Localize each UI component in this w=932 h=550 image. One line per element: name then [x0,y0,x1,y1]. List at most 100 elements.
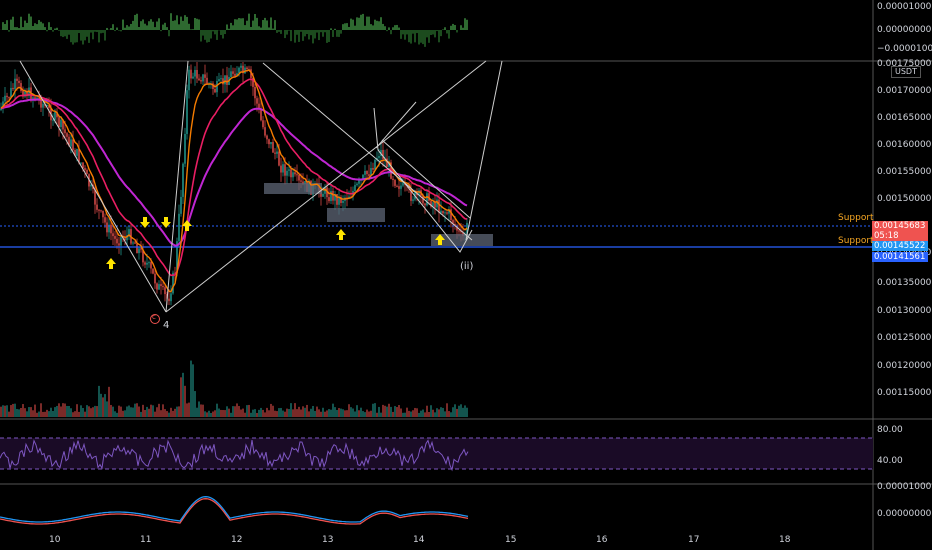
macd-bar [442,29,444,30]
candle-body [270,141,272,145]
support-price-tag-b[interactable]: 0.00141561 [872,252,928,262]
macd-bar [430,30,432,36]
price-axis-label: 0.00175000 [877,59,932,69]
volume-bar [134,403,136,417]
macd-bar [190,29,192,30]
candle-body [276,151,278,154]
volume-bar [12,403,14,417]
price-axis-label: 0.00130000 [877,306,932,316]
volume-bar [274,410,276,417]
macd-bar [164,22,166,30]
candle-body [332,190,334,201]
volume-bar [434,412,436,417]
macd-bar [398,27,400,30]
macd-bar [228,28,230,30]
macd-axis-label-3: −0.00001000 [877,44,932,54]
zone-box-3[interactable] [431,234,493,246]
price-axis-label: 0.00125000 [877,333,932,343]
volume-bar [276,411,278,417]
macd-bar [104,30,106,41]
candle-body [144,262,146,265]
currency-unit-badge[interactable]: USDT [891,66,921,78]
volume-bar [292,409,294,417]
candle-body [48,105,50,109]
volume-bar [290,403,292,417]
macd-bar [346,23,348,30]
support-price-tag-a[interactable]: 0.00145522 [872,241,928,251]
macd-bar [188,23,190,30]
candle-body [124,238,126,241]
macd-bar [60,30,62,37]
support-label-lower[interactable]: Support [838,236,874,246]
volume-bar [400,408,402,417]
ema-fast-line[interactable] [0,69,468,293]
candle-body [156,283,158,290]
volume-bar [460,404,462,417]
macd-bar [384,26,386,30]
macd-bar [444,27,446,30]
macd-bar [6,20,8,30]
support-label-upper[interactable]: Support [838,213,874,223]
volume-bar [386,406,388,417]
down-arrow-icon [161,217,171,228]
date-axis-label: 17 [688,535,700,545]
candle-body [34,97,36,100]
volume-bar [462,407,464,417]
candle-body [152,268,154,274]
volume-bar [426,405,428,417]
macd-bar [178,24,180,30]
candle-body [148,262,150,264]
macd-bar [412,30,414,34]
macd-bar [268,27,270,30]
macd-bar [232,25,234,30]
macd-bar [210,30,212,39]
macd-bar [422,30,424,45]
ema-slow-line[interactable] [0,98,468,247]
macd-bar [76,30,78,43]
zone-box-2[interactable] [327,208,385,222]
volume-bar [130,407,132,417]
volume-bar [316,406,318,417]
trend-lines[interactable] [19,60,503,313]
candle-body [76,148,78,156]
candle-body [436,199,438,208]
ema-mid-line[interactable] [0,78,468,277]
candle-body [192,76,194,79]
candle-body [204,74,206,78]
candle-body [440,210,442,213]
zone-box-1[interactable] [264,183,322,194]
candle-body [52,119,54,121]
candle-body [304,181,306,185]
macd-bar [194,17,196,30]
candle-body [432,202,434,207]
candle-body [244,67,246,74]
candle-body [94,188,96,205]
macd-bar [160,30,162,32]
macd-bar [128,26,130,30]
macd-bar [24,20,26,30]
macd-bar [94,30,96,32]
candle-body [278,151,280,166]
macd-bar [366,16,368,30]
volume-bar [142,404,144,417]
macd-bar [136,13,138,31]
volume-bar [404,412,406,417]
candle-body [4,95,6,102]
candle-body [234,73,236,77]
date-axis-label: 10 [49,535,61,545]
candle-body [198,78,200,81]
candle-body [200,80,202,82]
macd-bar [148,21,150,30]
macd-bar [246,20,248,30]
osc-axis-label-1: 0.00001000 [877,482,932,492]
current-price-tag[interactable]: 0.00145683 05:18 [872,221,928,241]
macd-bar [386,30,388,32]
volume-bar [162,404,164,417]
candle-body [438,199,440,213]
volume-bar [40,403,42,417]
volume-bar [210,412,212,417]
current-price-value: 0.00145683 [874,221,926,231]
macd-bar [236,19,238,30]
macd-bar [332,30,334,37]
